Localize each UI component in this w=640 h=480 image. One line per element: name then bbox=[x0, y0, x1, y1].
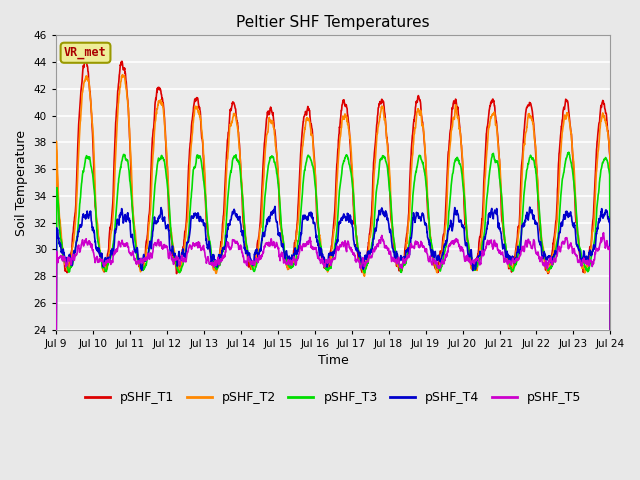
pSHF_T5 bbox=[494, 247, 502, 253]
pSHF_T3 bbox=[52, 414, 60, 420]
Line: pSHF_T3: pSHF_T3 bbox=[56, 152, 611, 417]
pSHF_T2 bbox=[558, 136, 566, 142]
Title: Peltier SHF Temperatures: Peltier SHF Temperatures bbox=[236, 15, 430, 30]
pSHF_T3 bbox=[565, 149, 573, 155]
Line: pSHF_T4: pSHF_T4 bbox=[56, 206, 611, 442]
pSHF_T1 bbox=[52, 344, 60, 349]
pSHF_T5 bbox=[361, 260, 369, 266]
pSHF_T5 bbox=[600, 230, 607, 236]
pSHF_T3 bbox=[207, 242, 214, 248]
pSHF_T4 bbox=[607, 363, 614, 369]
pSHF_T4 bbox=[573, 241, 581, 247]
Text: VR_met: VR_met bbox=[64, 46, 107, 59]
Line: pSHF_T1: pSHF_T1 bbox=[56, 60, 611, 355]
pSHF_T1 bbox=[558, 124, 566, 130]
pSHF_T1 bbox=[362, 262, 369, 267]
pSHF_T2 bbox=[52, 341, 60, 347]
pSHF_T5 bbox=[573, 252, 580, 258]
pSHF_T3 bbox=[349, 187, 357, 193]
Y-axis label: Soil Temperature: Soil Temperature bbox=[15, 130, 28, 236]
pSHF_T4 bbox=[52, 439, 60, 445]
pSHF_T1 bbox=[495, 143, 502, 148]
pSHF_T2 bbox=[118, 72, 126, 78]
Line: pSHF_T5: pSHF_T5 bbox=[56, 233, 611, 449]
pSHF_T3 bbox=[557, 187, 565, 193]
pSHF_T3 bbox=[494, 162, 502, 168]
pSHF_T2 bbox=[207, 249, 214, 255]
Legend: pSHF_T1, pSHF_T2, pSHF_T3, pSHF_T4, pSHF_T5: pSHF_T1, pSHF_T2, pSHF_T3, pSHF_T4, pSHF… bbox=[80, 386, 586, 409]
pSHF_T2 bbox=[362, 264, 369, 270]
pSHF_T1 bbox=[349, 202, 357, 207]
pSHF_T1 bbox=[573, 227, 581, 232]
pSHF_T4 bbox=[495, 225, 502, 231]
pSHF_T4 bbox=[271, 204, 279, 209]
pSHF_T1 bbox=[207, 250, 214, 255]
pSHF_T4 bbox=[558, 219, 566, 225]
X-axis label: Time: Time bbox=[318, 354, 349, 367]
pSHF_T5 bbox=[207, 260, 214, 266]
pSHF_T5 bbox=[557, 244, 565, 250]
pSHF_T5 bbox=[607, 382, 614, 387]
pSHF_T3 bbox=[361, 267, 369, 273]
pSHF_T2 bbox=[495, 145, 502, 151]
pSHF_T3 bbox=[573, 220, 581, 226]
pSHF_T4 bbox=[207, 251, 214, 257]
pSHF_T4 bbox=[362, 252, 369, 258]
pSHF_T2 bbox=[573, 224, 581, 230]
pSHF_T5 bbox=[52, 446, 60, 452]
pSHF_T2 bbox=[349, 184, 357, 190]
pSHF_T4 bbox=[349, 236, 357, 242]
pSHF_T3 bbox=[607, 350, 614, 356]
pSHF_T1 bbox=[607, 352, 614, 358]
pSHF_T5 bbox=[349, 251, 357, 257]
pSHF_T2 bbox=[607, 351, 614, 357]
pSHF_T1 bbox=[81, 57, 89, 62]
Line: pSHF_T2: pSHF_T2 bbox=[56, 75, 611, 354]
